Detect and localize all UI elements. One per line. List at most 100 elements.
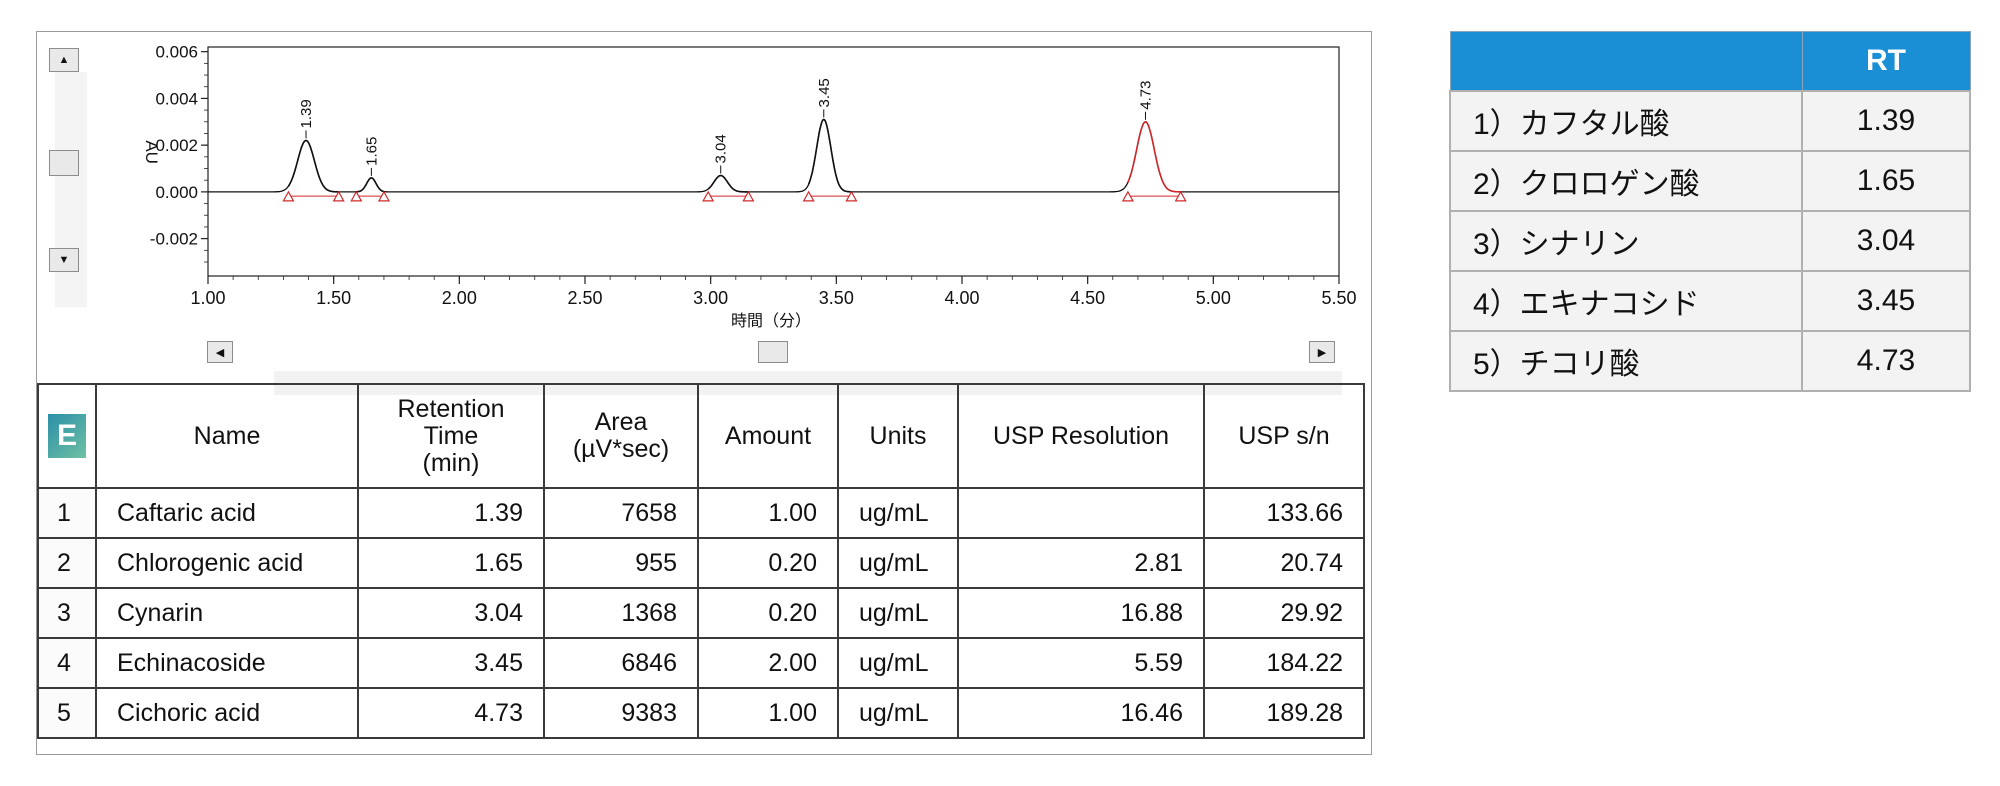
rt-header-blank	[1449, 31, 1803, 92]
rt-header-rt: RT	[1801, 31, 1971, 92]
peak-area-cell: 9383	[543, 687, 699, 739]
x-tick-label: 3.50	[819, 288, 854, 308]
header-area[interactable]: Area (µV*sec)	[543, 383, 699, 489]
usp-resolution-cell: 16.88	[957, 587, 1205, 639]
x-tick-label: 5.00	[1196, 288, 1231, 308]
chromatogram-area: ▲ ▼ 0.006 0.004 0.002 0.000 -0.002 AU 1.00 1.50…	[37, 32, 1371, 395]
units-cell: ug/mL	[837, 687, 959, 739]
retention-time-cell: 1.65	[357, 537, 545, 589]
header-units[interactable]: Units	[837, 383, 959, 489]
rt-compound-name: 4）エキナコシド	[1449, 270, 1803, 332]
scroll-left-button[interactable]: ◀	[207, 341, 233, 363]
compound-name-cell: Cichoric acid	[95, 687, 359, 739]
scroll-down-button[interactable]: ▼	[49, 248, 79, 272]
table-row[interactable]: 5 Cichoric acid 4.73 9383 1.00 ug/mL 16.46 189.…	[37, 687, 1365, 739]
y-axis-label: AU	[142, 140, 161, 164]
chromatography-panel: ▲ ▼ 0.006 0.004 0.002 0.000 -0.002 AU 1.00 1.50…	[36, 31, 1372, 755]
vertical-scroll-thumb[interactable]	[49, 150, 79, 176]
usp-resolution-cell: 5.59	[957, 637, 1205, 689]
header-usp-sn[interactable]: USP s/n	[1203, 383, 1365, 489]
integration-marker	[332, 190, 345, 202]
rt-value: 1.65	[1801, 150, 1971, 212]
integration-marker	[1174, 190, 1187, 202]
compound-name-cell: Echinacoside	[95, 637, 359, 689]
peak-label: 1.65	[363, 137, 380, 166]
table-row[interactable]: 3 Cynarin 3.04 1368 0.20 ug/mL 16.88 29.92	[37, 587, 1365, 639]
x-tick-label: 1.00	[190, 288, 225, 308]
scroll-up-button[interactable]: ▲	[49, 48, 79, 72]
arrow-down-icon: ▼	[58, 254, 70, 266]
integration-marker	[742, 190, 755, 202]
integration-marker	[1121, 190, 1134, 202]
table-row[interactable]: 4 Echinacoside 3.45 6846 2.00 ug/mL 5.59 184.22	[37, 637, 1365, 689]
amount-cell: 1.00	[697, 487, 839, 539]
rt-row: 2）クロロゲン酸 1.65	[1449, 150, 1971, 212]
x-tick-label: 2.50	[567, 288, 602, 308]
y-tick-label: -0.002	[150, 230, 198, 249]
usp-sn-cell: 133.66	[1203, 487, 1365, 539]
peak-3.45	[807, 118, 851, 193]
x-axis-label: 時間（分）	[731, 311, 811, 330]
retention-time-cell: 3.45	[357, 637, 545, 689]
integration-marker	[350, 190, 363, 202]
peak-area-cell: 7658	[543, 487, 699, 539]
retention-time-cell: 4.73	[357, 687, 545, 739]
row-index-cell: 4	[37, 637, 97, 689]
y-tick-label: 0.000	[155, 183, 198, 202]
units-cell: ug/mL	[837, 587, 959, 639]
header-amount[interactable]: Amount	[697, 383, 839, 489]
row-index-cell: 2	[37, 537, 97, 589]
results-header-row: E Name Retention Time (min) Area (µV*sec…	[37, 383, 1365, 489]
peak-area-cell: 6846	[543, 637, 699, 689]
header-name[interactable]: Name	[95, 383, 359, 489]
rt-row: 3）シナリン 3.04	[1449, 210, 1971, 272]
rt-compound-name: 3）シナリン	[1449, 210, 1803, 272]
rt-row: 5）チコリ酸 4.73	[1449, 330, 1971, 392]
scroll-right-button[interactable]: ▶	[1309, 341, 1335, 363]
table-row[interactable]: 1 Caftaric acid 1.39 7658 1.00 ug/mL 133.66	[37, 487, 1365, 539]
rt-compound-name: 5）チコリ酸	[1449, 330, 1803, 392]
table-row[interactable]: 2 Chlorogenic acid 1.65 955 0.20 ug/mL 2.81 20.…	[37, 537, 1365, 589]
horizontal-scroll-thumb[interactable]	[758, 341, 788, 363]
x-tick-label: 4.00	[944, 288, 979, 308]
x-tick-label: 4.50	[1070, 288, 1105, 308]
header-retention-time[interactable]: Retention Time (min)	[357, 383, 545, 489]
rt-value: 1.39	[1801, 90, 1971, 152]
compound-name-cell: Caftaric acid	[95, 487, 359, 539]
integration-marker	[282, 190, 295, 202]
integration-marker	[702, 190, 715, 202]
arrow-right-icon: ▶	[1317, 346, 1327, 359]
peak-4.73	[1127, 120, 1181, 193]
arrow-left-icon: ◀	[215, 346, 225, 359]
integration-marker	[802, 190, 815, 202]
usp-resolution-cell	[957, 487, 1205, 539]
rt-value: 3.04	[1801, 210, 1971, 272]
units-cell: ug/mL	[837, 537, 959, 589]
usp-resolution-cell: 2.81	[957, 537, 1205, 589]
peak-label: 3.45	[816, 78, 833, 107]
rt-compound-name: 2）クロロゲン酸	[1449, 150, 1803, 212]
units-cell: ug/mL	[837, 637, 959, 689]
usp-resolution-cell: 16.46	[957, 687, 1205, 739]
rt-row: 4）エキナコシド 3.45	[1449, 270, 1971, 332]
integration-marker	[845, 190, 858, 202]
peak-1.65	[356, 177, 384, 193]
arrow-up-icon: ▲	[58, 54, 70, 66]
y-tick-label: 0.002	[155, 136, 198, 155]
retention-time-cell: 3.04	[357, 587, 545, 639]
peak-label: 3.04	[713, 134, 730, 163]
table-icon-cell: E	[37, 383, 97, 489]
plot-frame	[207, 46, 1340, 277]
amount-cell: 2.00	[697, 637, 839, 689]
results-table: E Name Retention Time (min) Area (µV*sec…	[37, 383, 1365, 739]
amount-cell: 0.20	[697, 537, 839, 589]
rt-value: 3.45	[1801, 270, 1971, 332]
retention-time-cell: 1.39	[357, 487, 545, 539]
peak-area-cell: 1368	[543, 587, 699, 639]
amount-cell: 0.20	[697, 587, 839, 639]
usp-sn-cell: 189.28	[1203, 687, 1365, 739]
header-usp-resolution[interactable]: USP Resolution	[957, 383, 1205, 489]
y-tick-label: 0.006	[155, 43, 198, 62]
chromatogram-chart: 0.006 0.004 0.002 0.000 -0.002 AU 1.00 1.50 2.00…	[142, 43, 1357, 330]
row-index-cell: 5	[37, 687, 97, 739]
